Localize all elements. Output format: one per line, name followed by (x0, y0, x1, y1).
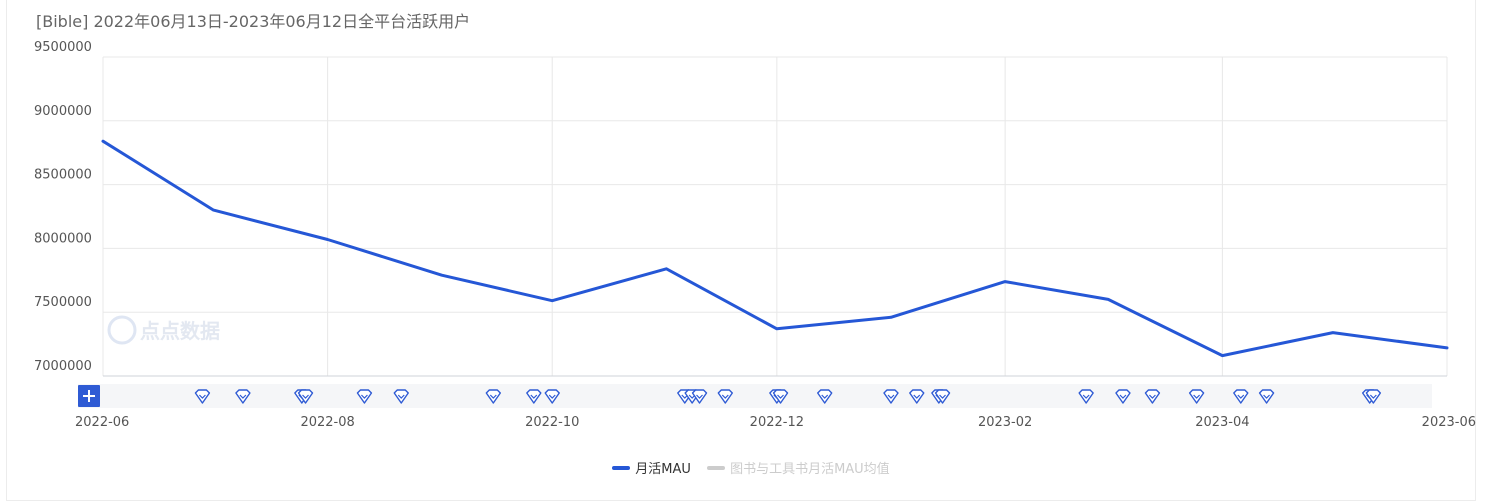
watermark-logo-icon (107, 315, 137, 345)
event-marker-icon[interactable] (485, 389, 502, 404)
event-marker-icon[interactable] (1188, 389, 1205, 404)
y-tick-label: 8500000 (34, 168, 92, 183)
event-marker-icon[interactable] (526, 389, 542, 404)
event-marker-icon[interactable] (1233, 389, 1249, 404)
event-marker-icon[interactable] (1078, 389, 1094, 404)
y-tick-label: 8000000 (34, 231, 92, 246)
y-tick-label: 7500000 (34, 295, 92, 310)
legend-swatch-category-average (707, 465, 726, 470)
legend-item-category-average[interactable]: 图书与工具书月活MAU均值 (707, 458, 890, 477)
event-marker-icon[interactable] (717, 389, 733, 404)
event-marker-icon[interactable] (1144, 389, 1161, 404)
x-tick-label: 2022-12 (750, 415, 804, 430)
event-marker-icon[interactable] (235, 389, 251, 404)
event-marker-icon[interactable] (909, 389, 925, 404)
event-marker-icon[interactable] (772, 389, 789, 404)
plus-icon[interactable] (83, 390, 95, 402)
event-marker-icon[interactable] (356, 389, 373, 404)
legend-label-category-average: 图书与工具书月活MAU均值 (730, 462, 890, 477)
chart-frame (6, 0, 1476, 501)
watermark-text: 点点数据 (140, 319, 220, 343)
y-tick-label: 7000000 (34, 359, 92, 374)
x-tick-label: 2023-04 (1195, 415, 1249, 430)
event-marker-icon[interactable] (393, 389, 409, 404)
legend-item-mau[interactable]: 月活MAU (612, 458, 691, 477)
event-marker-icon[interactable] (691, 389, 708, 404)
event-marker-icon[interactable] (1258, 389, 1275, 404)
event-marker-icon[interactable] (817, 389, 833, 404)
event-marker-icon[interactable] (1115, 389, 1131, 404)
x-tick-label: 2022-10 (525, 415, 579, 430)
chart-title: [Bible] 2022年06月13日-2023年06月12日全平台活跃用户 (36, 12, 471, 31)
event-marker-icon[interactable] (934, 389, 951, 404)
event-marker-icon[interactable] (883, 389, 899, 404)
x-tick-label: 2023-06 (1422, 415, 1476, 430)
add-event-button[interactable] (78, 385, 100, 407)
event-navigator (78, 384, 1432, 408)
x-tick-label: 2022-08 (300, 415, 354, 430)
y-tick-label: 9500000 (34, 40, 92, 55)
event-marker-icon[interactable] (194, 389, 211, 404)
x-tick-label: 2022-06 (75, 415, 129, 430)
y-tick-label: 9000000 (34, 104, 92, 119)
x-tick-label: 2023-02 (978, 415, 1032, 430)
legend-swatch-mau (612, 465, 631, 470)
legend: 月活MAU 图书与工具书月活MAU均值 (0, 458, 1502, 477)
event-marker-icon[interactable] (1365, 389, 1382, 404)
event-marker-icon[interactable] (544, 389, 560, 404)
legend-label-mau: 月活MAU (635, 462, 691, 477)
event-marker-icon[interactable] (297, 389, 314, 404)
